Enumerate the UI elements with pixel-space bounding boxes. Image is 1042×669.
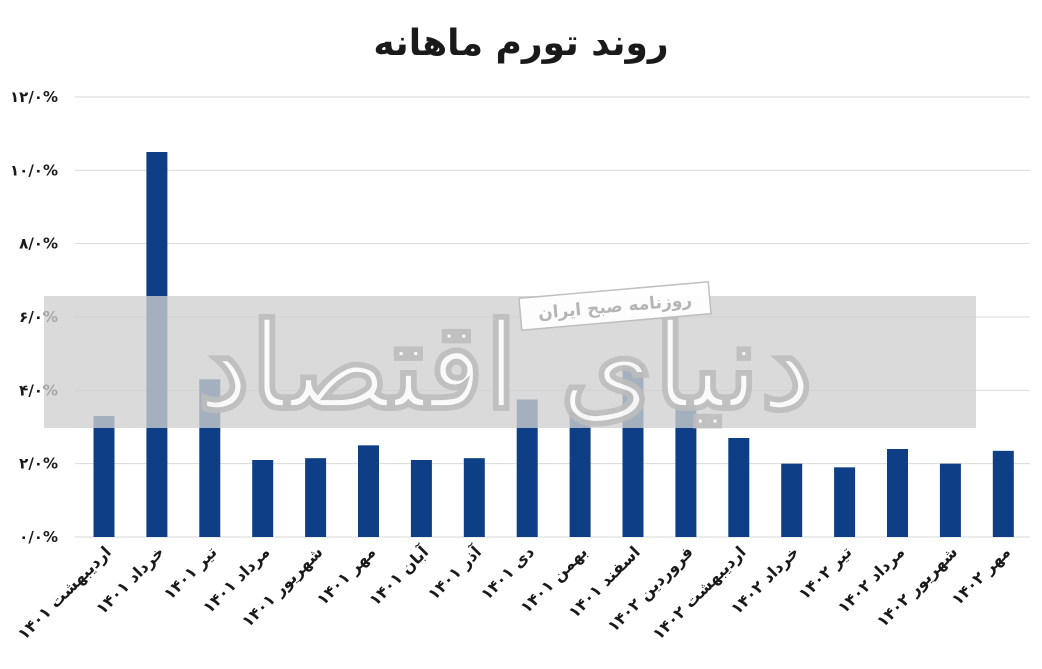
bar — [887, 449, 908, 537]
bar — [93, 416, 115, 537]
watermark-sub-box — [518, 280, 712, 332]
bar — [675, 405, 697, 537]
chart-title: روند تورم ماهانه — [373, 23, 668, 64]
bar — [728, 438, 750, 537]
x-tick-label: آذر ۱۴۰۱ — [423, 541, 485, 603]
watermark: دنیای اقتصاد روزنامه صبح ایران — [44, 280, 976, 438]
bar — [252, 460, 274, 537]
bar — [992, 450, 1014, 537]
bar — [463, 458, 485, 537]
y-tick-label: ۱۲/۰% — [10, 88, 58, 106]
watermark-band — [44, 296, 976, 428]
bar — [516, 399, 538, 537]
bar — [358, 445, 379, 537]
x-tick-label: اردیبهشت ۱۴۰۲ — [649, 542, 750, 643]
y-tick-label: ۸/۰% — [19, 235, 58, 253]
y-tick-label: ۰/۰% — [19, 528, 58, 546]
bar — [939, 463, 961, 537]
bar — [569, 412, 591, 537]
bar — [305, 458, 327, 537]
bar — [781, 463, 803, 537]
x-tick-label: اردیبهشت ۱۴۰۱ — [14, 542, 115, 643]
bar — [834, 467, 856, 537]
watermark-logo-text: دنیای اقتصاد — [197, 296, 813, 437]
y-tick-label: ۱۰/۰% — [10, 161, 58, 179]
y-tick-label: ۲/۰% — [19, 455, 58, 473]
bar — [410, 460, 432, 537]
